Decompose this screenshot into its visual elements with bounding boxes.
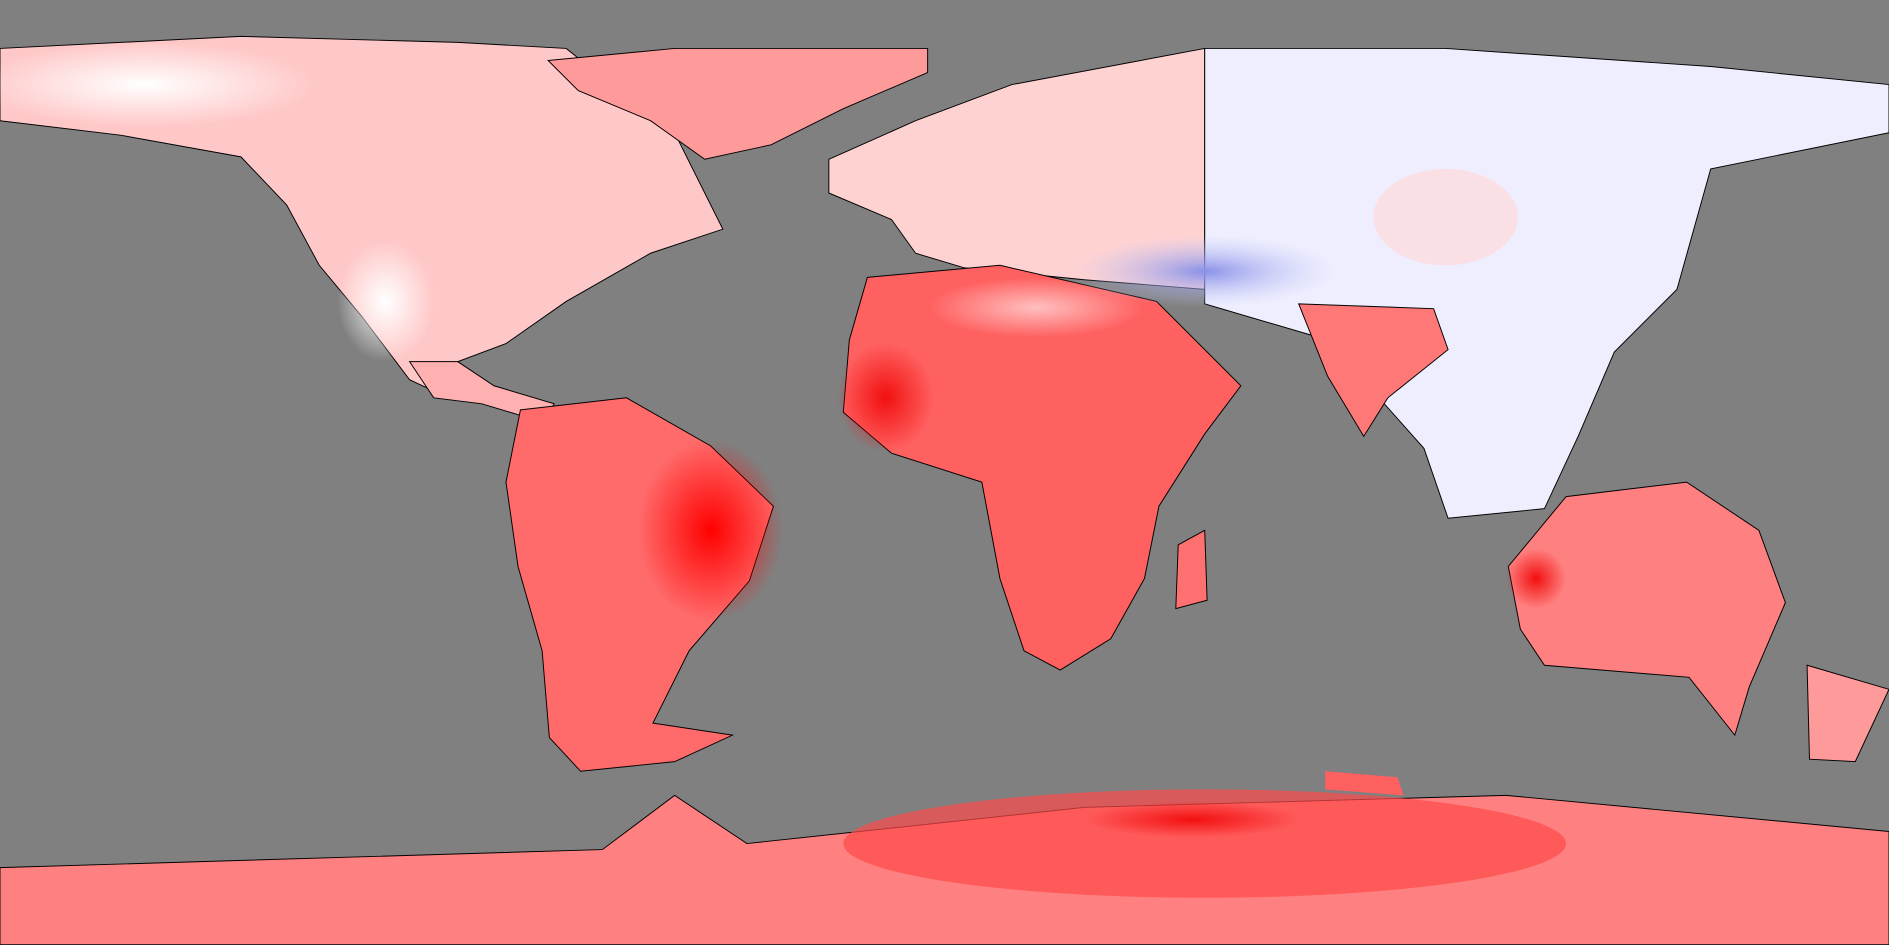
ice-shelf: [1325, 771, 1404, 796]
new-zealand: [1806, 664, 1889, 763]
anomaly-cold: [1072, 235, 1338, 308]
anomaly-hot: [1084, 801, 1302, 838]
north-america: [0, 35, 724, 399]
anomaly-hot: [1505, 548, 1567, 609]
anomaly-neutral: [0, 42, 314, 127]
anomaly-warm: [1373, 168, 1518, 266]
australia: [1507, 481, 1786, 737]
india: [1297, 303, 1449, 438]
greenland: [547, 47, 929, 160]
madagascar: [1175, 529, 1208, 610]
anomaly-hot: [638, 439, 784, 621]
anomaly-hot: [837, 343, 934, 453]
anomaly-hot: [843, 789, 1567, 898]
anomaly-neutral: [927, 277, 1145, 338]
anomaly-neutral: [337, 241, 434, 362]
